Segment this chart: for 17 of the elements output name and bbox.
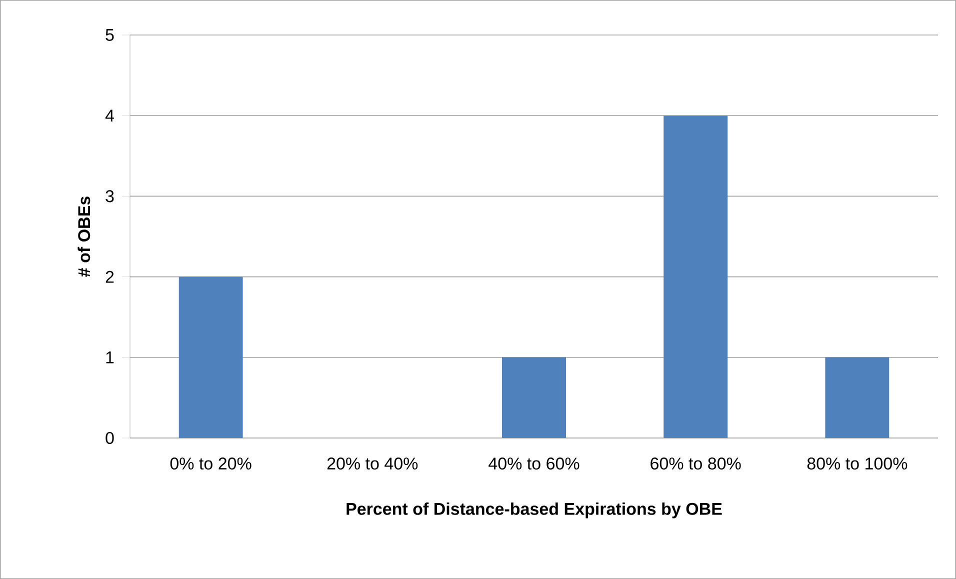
bar <box>825 357 890 438</box>
x-tick-label: 80% to 100% <box>807 458 908 470</box>
y-axis-title: # of OBEs <box>78 196 90 277</box>
y-tick-label: 1 <box>106 352 114 364</box>
x-tick-label: 40% to 60% <box>488 458 580 470</box>
x-tick-label: 0% to 20% <box>170 458 252 470</box>
bar <box>178 276 243 438</box>
y-tick-label: 0 <box>106 432 114 444</box>
y-tick-label: 5 <box>106 29 114 41</box>
y-tick-label: 2 <box>106 270 114 283</box>
x-axis-title: Percent of Distance-based Expirations by OBE <box>346 502 722 518</box>
bar <box>502 357 566 438</box>
x-tick-label: 20% to 40% <box>327 458 418 470</box>
y-tick-label: 3 <box>106 190 114 202</box>
x-tick-label: 60% to 80% <box>650 458 741 470</box>
bar <box>664 116 728 438</box>
y-tick-label: 4 <box>105 110 114 122</box>
